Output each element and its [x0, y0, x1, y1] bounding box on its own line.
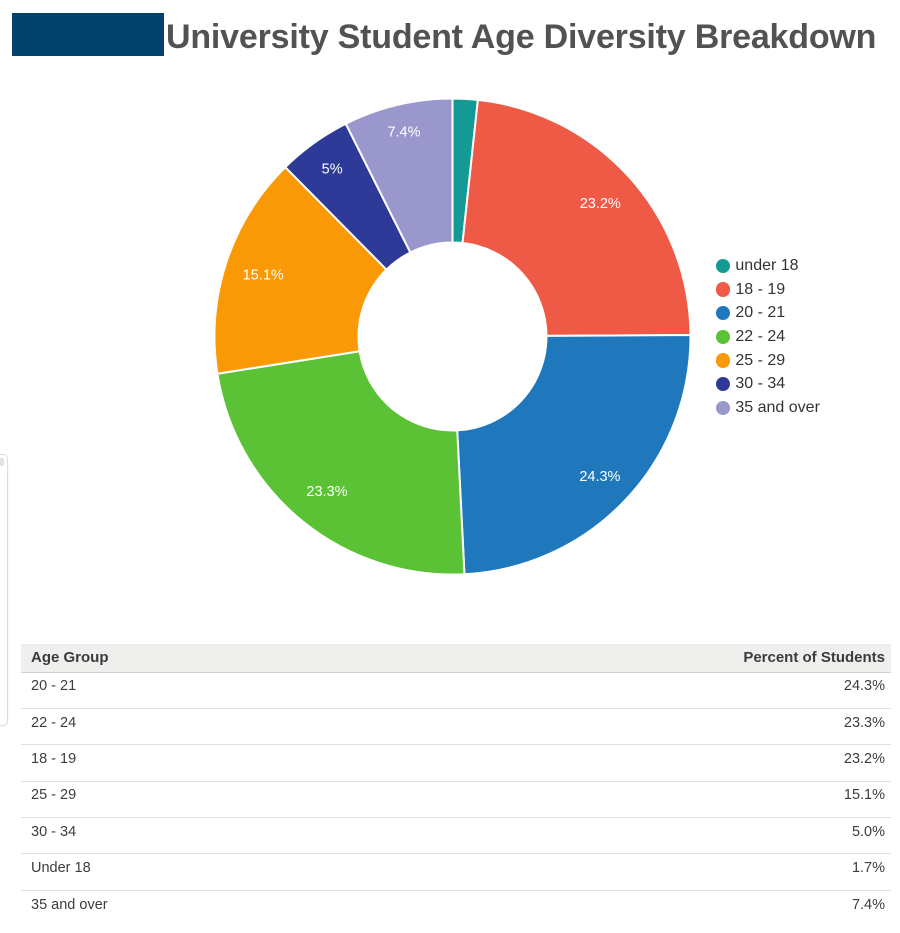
table-row[interactable]: 18 - 19 23.2% [21, 744, 891, 782]
donut-slice-18-19[interactable] [461, 98, 692, 337]
table-row[interactable]: 30 - 34 5.0% [21, 817, 891, 855]
legend-swatch-icon [716, 400, 731, 416]
table-row[interactable]: 25 - 29 15.1% [21, 781, 891, 819]
donut-slice-25-29[interactable] [213, 166, 388, 375]
table-cell-age-group: 22 - 24 [21, 708, 456, 746]
table-cell-age-group: 20 - 21 [21, 672, 456, 709]
legend-item-18-19[interactable]: 18 - 19 [716, 278, 820, 302]
legend-label: 18 - 19 [735, 280, 786, 298]
slice-label: 24.3% [579, 469, 620, 485]
data-table: Age Group Percent of Students 20 - 21 24.3… [21, 644, 891, 927]
table-row[interactable]: 20 - 21 24.3% [21, 672, 891, 709]
table-header-row: Age Group Percent of Students [21, 644, 891, 673]
legend-item-25-29[interactable]: 25 - 29 [716, 349, 820, 373]
slice-label: 23.3% [306, 484, 347, 500]
legend-label: under 18 [735, 256, 799, 274]
legend-label: 30 - 34 [735, 375, 786, 393]
table-cell-percent: 15.1% [456, 781, 891, 819]
legend-swatch-icon [716, 329, 731, 345]
slice-label: 23.2% [580, 196, 621, 212]
table-cell-percent: 23.2% [456, 744, 891, 782]
legend-label: 22 - 24 [735, 327, 786, 345]
chart-legend: under 18 18 - 19 20 - 21 22 - 24 25 - 29 30 -… [716, 254, 820, 420]
legend-swatch-icon [716, 306, 731, 321]
panel-icon [0, 458, 4, 466]
legend-swatch-icon [716, 353, 731, 368]
legend-swatch-icon [716, 377, 731, 392]
donut-slice-20-21[interactable] [456, 334, 692, 576]
table-column-header[interactable]: Age Group [21, 644, 456, 673]
legend-item-22-24[interactable]: 22 - 24 [716, 325, 820, 349]
table-cell-age-group: 25 - 29 [21, 781, 456, 819]
legend-item-30-34[interactable]: 30 - 34 [716, 372, 820, 396]
table-row[interactable]: Under 18 1.7% [21, 853, 891, 891]
legend-swatch-icon [716, 258, 731, 274]
table-cell-percent: 24.3% [456, 672, 891, 709]
legend-item-35-and-over[interactable]: 35 and over [716, 396, 820, 420]
logo-placeholder [12, 13, 164, 56]
table-cell-age-group: 18 - 19 [21, 744, 456, 782]
table-cell-age-group: 35 and over [31, 896, 108, 913]
table-cell-age-group: 30 - 34 [21, 817, 456, 855]
legend-item-20-21[interactable]: 20 - 21 [716, 301, 820, 325]
slice-label: 7.4% [387, 125, 420, 141]
legend-swatch-icon [716, 282, 731, 297]
table-row[interactable]: 22 - 24 23.3% [21, 708, 891, 746]
donut-slice-22-24[interactable] [216, 350, 466, 576]
slice-label: 5% [322, 162, 343, 178]
donut-chart: 23.2% 24.3% 23.3% 15.1% 5% 7.4% [213, 97, 692, 576]
legend-label: 25 - 29 [735, 351, 786, 369]
table-column-header[interactable]: Percent of Students [456, 644, 891, 673]
table-cell-age-group: Under 18 [21, 853, 456, 891]
donut-slice-35-and-over[interactable] [344, 97, 454, 254]
table-cell-percent: 7.4% [851, 896, 885, 913]
table-cell-percent: 5.0% [456, 817, 891, 855]
slice-label: 15.1% [243, 267, 284, 283]
table-row[interactable]: 35 and over 7.4% [21, 890, 891, 926]
table-cell-percent: 1.7% [456, 853, 891, 891]
legend-label: 35 and over [735, 398, 820, 416]
legend-label: 20 - 21 [735, 304, 786, 322]
table-cell-percent: 23.3% [456, 708, 891, 746]
left-edge-panel[interactable] [0, 454, 8, 726]
header: University Student Age Diversity Breakdo… [0, 0, 900, 70]
page-title: University Student Age Diversity Breakdo… [166, 18, 877, 56]
legend-item-under-18[interactable]: under 18 [716, 254, 820, 278]
